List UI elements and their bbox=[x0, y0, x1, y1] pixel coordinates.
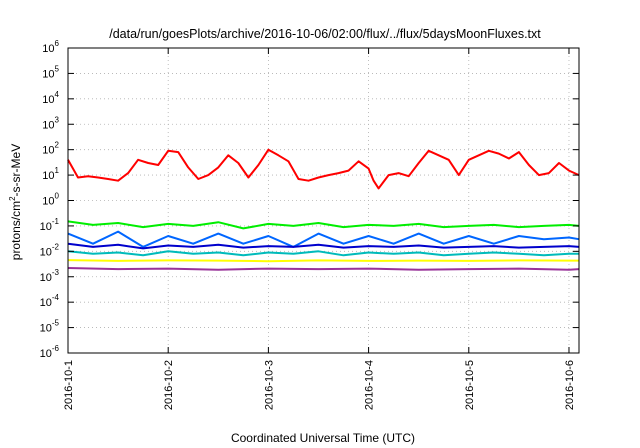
y-axis: 10-6 10-5 10-4 10-3 10-2 10-1 100 101 102 103 104 1… bbox=[40, 39, 579, 360]
y-tick-label: 102 bbox=[42, 141, 59, 157]
series-line-7 bbox=[67, 267, 580, 271]
y-tick-label: 105 bbox=[42, 64, 59, 80]
y-tick-label: 100 bbox=[42, 192, 59, 208]
x-axis: 2016-10-1 2016-10-2 2016-10-3 2016-10-4 2016… bbox=[63, 48, 576, 410]
y-tick-label: 104 bbox=[42, 90, 59, 106]
x-tick-label: 2016-10-2 bbox=[163, 360, 175, 410]
x-tick-label: 2016-10-5 bbox=[464, 360, 476, 410]
grid bbox=[67, 47, 579, 354]
y-tick-label: 10-4 bbox=[40, 293, 60, 309]
series-layer bbox=[67, 148, 580, 271]
chart-title: /data/run/goesPlots/archive/2016-10-06/0… bbox=[109, 27, 541, 41]
series-line-2 bbox=[67, 220, 580, 230]
x-tick-label: 2016-10-3 bbox=[263, 360, 275, 410]
y-tick-label: 10-1 bbox=[40, 217, 60, 233]
y-tick-label: 10-3 bbox=[40, 268, 60, 284]
series-line-4 bbox=[67, 250, 579, 257]
x-tick-label: 2016-10-1 bbox=[63, 360, 75, 410]
y-tick-label: 101 bbox=[42, 166, 59, 182]
x-tick-label: 2016-10-4 bbox=[364, 360, 376, 410]
x-axis-label: Coordinated Universal Time (UTC) bbox=[231, 431, 415, 445]
x-tick-label: 2016-10-6 bbox=[564, 360, 576, 410]
series-line-6 bbox=[67, 259, 579, 263]
y-tick-label: 106 bbox=[42, 39, 59, 55]
y-tick-label: 10-2 bbox=[40, 242, 60, 258]
series-line-1 bbox=[67, 148, 580, 190]
y-axis-label: protons/cm2-s-sr-MeV bbox=[8, 144, 23, 260]
series-line-5 bbox=[67, 242, 580, 250]
series-line-3 bbox=[67, 230, 580, 248]
y-tick-label: 10-5 bbox=[40, 319, 60, 335]
y-tick-label: 103 bbox=[42, 115, 59, 131]
y-tick-label: 10-6 bbox=[40, 344, 60, 360]
